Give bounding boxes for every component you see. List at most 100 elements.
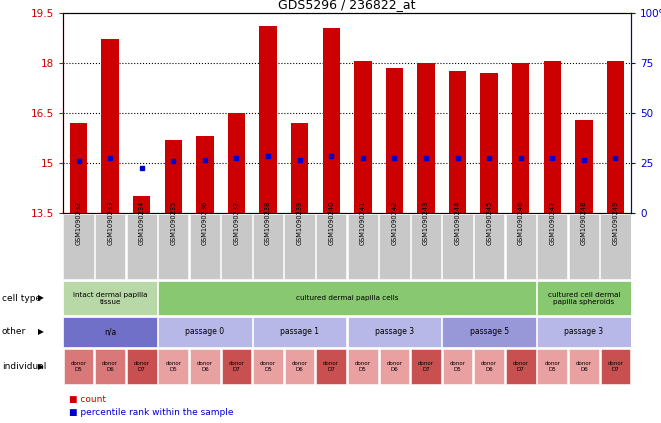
Bar (411, 214, 441, 279)
Bar (481, 73, 498, 213)
Text: donor
D7: donor D7 (229, 361, 245, 372)
Bar (323, 28, 340, 213)
Text: GSM1090247: GSM1090247 (549, 201, 555, 245)
Text: other: other (2, 327, 26, 336)
Text: ■ count: ■ count (69, 395, 106, 404)
Bar (575, 120, 592, 213)
Text: donor
D5: donor D5 (449, 361, 465, 372)
Bar (127, 214, 157, 279)
Bar (158, 281, 536, 315)
Bar (411, 349, 441, 384)
Bar (95, 349, 125, 384)
Text: GSM1090241: GSM1090241 (360, 201, 366, 245)
Bar (158, 317, 252, 347)
Bar (196, 136, 214, 213)
Bar (348, 349, 377, 384)
Text: GSM1090237: GSM1090237 (233, 201, 239, 245)
Text: cultured cell dermal
papilla spheroids: cultured cell dermal papilla spheroids (547, 291, 620, 305)
Text: GSM1090244: GSM1090244 (455, 201, 461, 245)
Title: GDS5296 / 236822_at: GDS5296 / 236822_at (278, 0, 416, 11)
Bar (190, 214, 220, 279)
Text: donor
D7: donor D7 (513, 361, 529, 372)
Bar (537, 349, 567, 384)
Bar (316, 214, 346, 279)
Bar (379, 349, 409, 384)
Text: GSM1090245: GSM1090245 (486, 201, 492, 245)
Bar (607, 61, 624, 213)
Text: passage 1: passage 1 (280, 327, 319, 336)
Bar (442, 214, 473, 279)
Bar (95, 214, 126, 279)
Bar (291, 123, 308, 213)
Bar (537, 214, 567, 279)
Bar (285, 349, 315, 384)
Text: cell type: cell type (2, 294, 41, 302)
Bar (253, 349, 283, 384)
Text: donor
D7: donor D7 (323, 361, 339, 372)
Text: passage 5: passage 5 (469, 327, 509, 336)
Text: GSM1090239: GSM1090239 (297, 201, 303, 245)
Text: cultured dermal papilla cells: cultured dermal papilla cells (295, 295, 399, 301)
Bar (443, 349, 473, 384)
Text: ■ percentile rank within the sample: ■ percentile rank within the sample (69, 408, 234, 417)
Text: donor
D6: donor D6 (576, 361, 592, 372)
Bar (354, 61, 371, 213)
Bar (221, 349, 251, 384)
Bar (70, 123, 87, 213)
Bar (601, 349, 631, 384)
Bar (158, 214, 188, 279)
Text: donor
D7: donor D7 (418, 361, 434, 372)
Text: individual: individual (2, 362, 46, 371)
Bar (221, 214, 252, 279)
Text: GSM1090248: GSM1090248 (581, 201, 587, 245)
Bar (348, 317, 441, 347)
Bar (63, 281, 157, 315)
Text: donor
D6: donor D6 (292, 361, 307, 372)
Text: donor
D6: donor D6 (197, 361, 213, 372)
Bar (512, 63, 529, 213)
Bar (386, 68, 403, 213)
Text: n/a: n/a (104, 327, 116, 336)
Bar (228, 113, 245, 213)
Bar (379, 214, 410, 279)
Bar (568, 214, 599, 279)
Bar (133, 197, 151, 213)
Text: passage 3: passage 3 (564, 327, 603, 336)
Text: GSM1090246: GSM1090246 (518, 201, 524, 245)
Text: passage 0: passage 0 (185, 327, 225, 336)
Text: GSM1090242: GSM1090242 (391, 201, 397, 245)
Text: ▶: ▶ (38, 327, 44, 336)
Text: GSM1090240: GSM1090240 (329, 201, 334, 245)
Bar (537, 281, 631, 315)
Bar (474, 214, 504, 279)
Bar (190, 349, 219, 384)
Bar (253, 214, 283, 279)
Bar (348, 214, 378, 279)
Text: donor
D6: donor D6 (387, 361, 403, 372)
Bar (63, 214, 94, 279)
Bar (506, 214, 536, 279)
Bar (127, 349, 157, 384)
Text: GSM1090232: GSM1090232 (75, 201, 81, 245)
Bar (442, 317, 536, 347)
Text: donor
D5: donor D5 (260, 361, 276, 372)
Text: GSM1090249: GSM1090249 (613, 201, 619, 245)
Bar (537, 317, 631, 347)
Text: donor
D6: donor D6 (102, 361, 118, 372)
Bar (600, 214, 631, 279)
Bar (284, 214, 315, 279)
Bar (543, 61, 561, 213)
Bar (102, 39, 119, 213)
Text: ▶: ▶ (38, 362, 44, 371)
Bar (253, 317, 346, 347)
Bar (159, 349, 188, 384)
Text: GSM1090238: GSM1090238 (265, 201, 271, 245)
Text: GSM1090236: GSM1090236 (202, 201, 208, 245)
Bar (475, 349, 504, 384)
Bar (449, 71, 466, 213)
Text: donor
D7: donor D7 (134, 361, 150, 372)
Bar (506, 349, 535, 384)
Bar (569, 349, 599, 384)
Text: donor
D6: donor D6 (481, 361, 497, 372)
Bar (63, 349, 93, 384)
